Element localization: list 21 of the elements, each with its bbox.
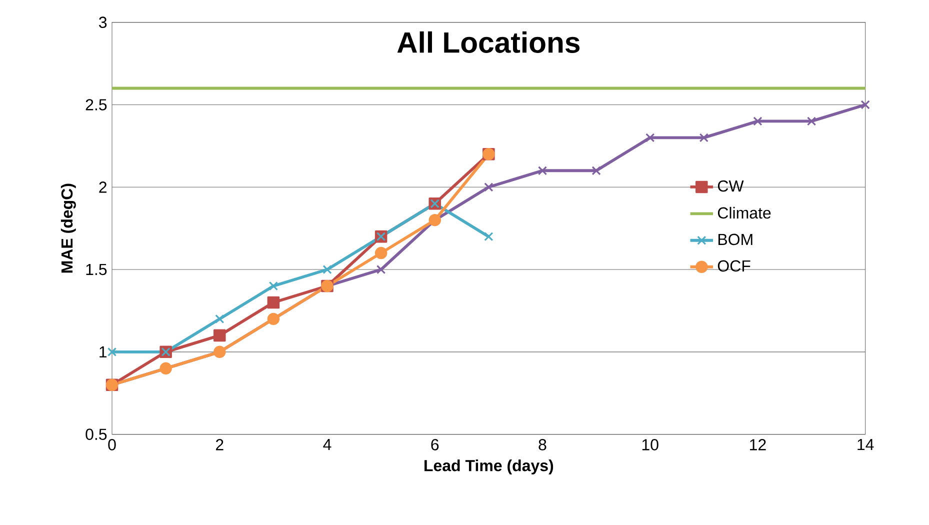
- x-tick-label: 0: [108, 439, 116, 450]
- y-tick-label: 2.5: [86, 99, 107, 110]
- y-tick-label: 0.5: [86, 428, 107, 440]
- legend-label: OCF: [718, 260, 750, 272]
- x-tick-label: 2: [216, 439, 224, 450]
- chart-title: All Locations: [397, 31, 580, 53]
- y-tick-label: 1.5: [86, 264, 107, 276]
- x-axis-title: Lead Time (days): [424, 460, 554, 474]
- x-tick-label: 6: [431, 439, 439, 450]
- legend-label: Climate: [718, 206, 771, 219]
- y-tick-label: 2: [99, 182, 106, 193]
- x-tick-label: 8: [538, 439, 546, 450]
- x-tick-label: 10: [642, 439, 658, 450]
- x-tick-label: 12: [750, 439, 766, 450]
- y-axis-title: MAE (degC): [60, 184, 76, 273]
- legend-label: BOM: [718, 234, 752, 246]
- y-tick-label: 3: [99, 16, 107, 28]
- x-tick-label: 4: [323, 439, 332, 450]
- y-tick-label: 1: [100, 346, 107, 358]
- x-tick-label: 14: [858, 439, 874, 450]
- legend-label: CW: [718, 180, 744, 192]
